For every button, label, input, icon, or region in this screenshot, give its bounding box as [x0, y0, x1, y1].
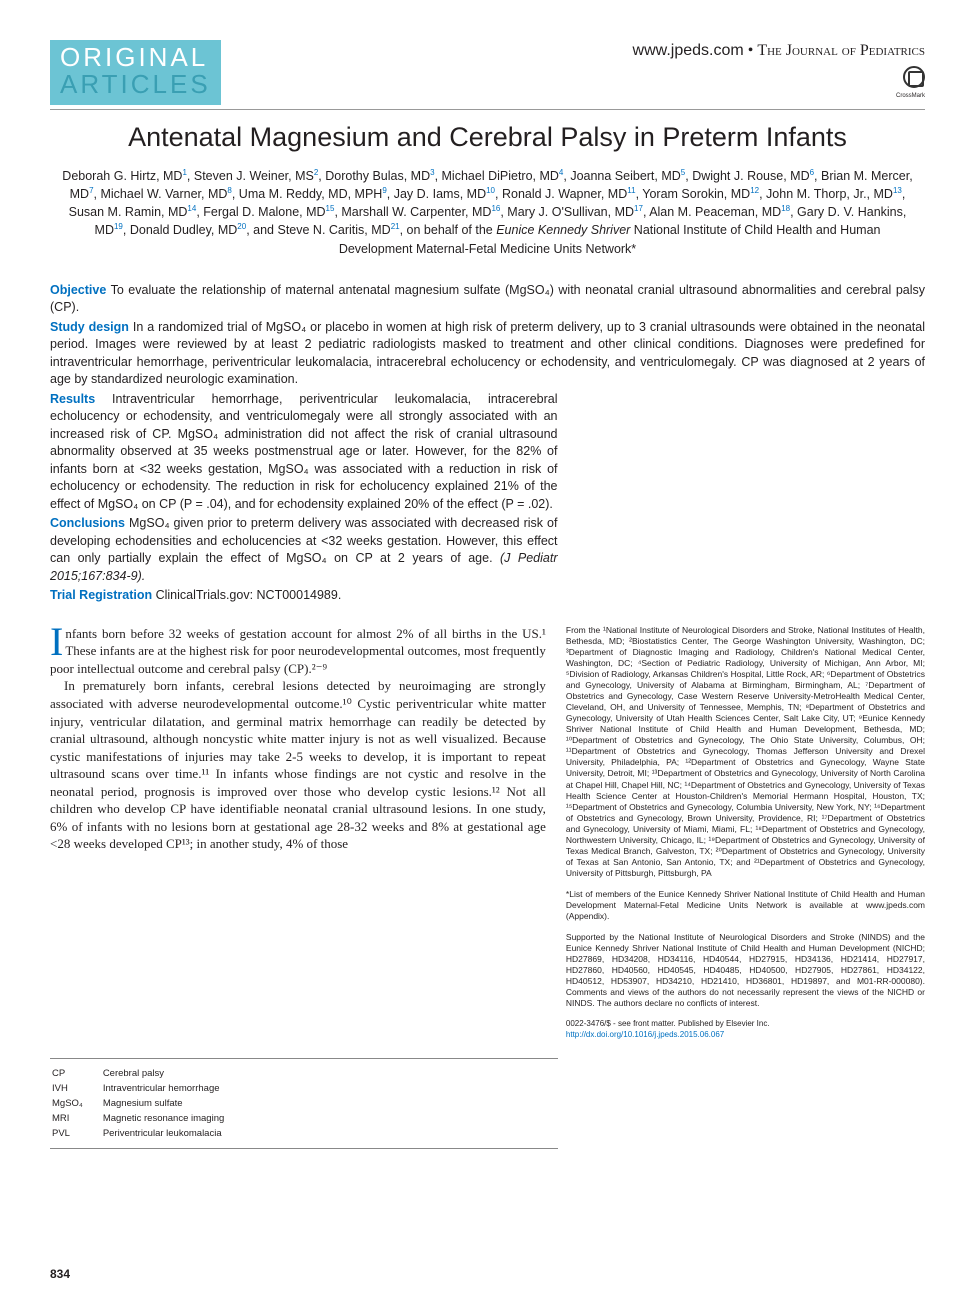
abbrev-row: IVHIntraventricular hemorrhage	[52, 1082, 242, 1095]
conclusions-label: Conclusions	[50, 516, 125, 530]
doi-link[interactable]: http://dx.doi.org/10.1016/j.jpeds.2015.0…	[566, 1030, 724, 1039]
abbrev-val: Intraventricular hemorrhage	[103, 1082, 242, 1095]
affiliations: From the ¹National Institute of Neurolog…	[566, 625, 925, 879]
journal-url[interactable]: www.jpeds.com	[633, 42, 744, 59]
section-bottom: ARTICLES	[60, 71, 211, 104]
page-number: 834	[50, 1267, 70, 1281]
abbrev-key: CP	[52, 1067, 101, 1080]
design-text: In a randomized trial of MgSO₄ or placeb…	[50, 320, 925, 387]
abbrev-row: CPCerebral palsy	[52, 1067, 242, 1080]
para-1: nfants born before 32 weeks of gestation…	[50, 626, 546, 676]
abbreviation-table: CPCerebral palsyIVHIntraventricular hemo…	[50, 1065, 244, 1142]
affiliations-column: From the ¹National Institute of Neurolog…	[566, 625, 925, 1040]
section-top: ORIGINAL	[60, 44, 211, 71]
crossmark-icon	[903, 66, 925, 88]
abbreviation-box: CPCerebral palsyIVHIntraventricular hemo…	[50, 1058, 558, 1149]
abbrev-row: MRIMagnetic resonance imaging	[52, 1112, 242, 1125]
abbrev-val: Periventricular leukomalacia	[103, 1127, 242, 1140]
para-2: In prematurely born infants, cerebral le…	[50, 677, 546, 852]
dropcap: I	[50, 625, 65, 659]
author-list: Deborah G. Hirtz, MD1, Steven J. Weiner,…	[60, 167, 915, 258]
abbrev-val: Cerebral palsy	[103, 1067, 242, 1080]
abstract: Objective To evaluate the relationship o…	[50, 282, 925, 605]
journal-masthead: www.jpeds.com • The Journal of Pediatric…	[633, 40, 925, 60]
abbrev-val: Magnetic resonance imaging	[103, 1112, 242, 1125]
abbrev-row: PVLPeriventricular leukomalacia	[52, 1127, 242, 1140]
conclusions-text: MgSO₄ given prior to preterm delivery wa…	[50, 516, 558, 565]
results-label: Results	[50, 392, 95, 406]
funding-statement: Supported by the National Institute of N…	[566, 932, 925, 1009]
crossmark-badge[interactable]: CrossMark	[633, 66, 925, 99]
abbrev-val: Magnesium sulfate	[103, 1097, 242, 1110]
section-badge: ORIGINAL ARTICLES	[50, 40, 221, 105]
article-title: Antenatal Magnesium and Cerebral Palsy i…	[50, 122, 925, 153]
page-header: ORIGINAL ARTICLES www.jpeds.com • The Jo…	[50, 40, 925, 110]
design-label: Study design	[50, 320, 129, 334]
abbrev-key: MgSO₄	[52, 1097, 101, 1110]
body-text: Infants born before 32 weeks of gestatio…	[50, 625, 546, 1040]
trial-label: Trial Registration	[50, 588, 152, 602]
crossmark-label: CrossMark	[633, 93, 925, 99]
page-footer: 834	[50, 1267, 925, 1281]
copyright: 0022-3476/$ - see front matter. Publishe…	[566, 1019, 925, 1029]
objective-label: Objective	[50, 283, 106, 297]
footnote-members: *List of members of the Eunice Kennedy S…	[566, 889, 925, 922]
objective-text: To evaluate the relationship of maternal…	[50, 283, 925, 315]
abbrev-row: MgSO₄Magnesium sulfate	[52, 1097, 242, 1110]
abbrev-key: IVH	[52, 1082, 101, 1095]
trial-text: ClinicalTrials.gov: NCT00014989.	[152, 588, 341, 602]
journal-name: The Journal of Pediatrics	[757, 42, 925, 59]
abbrev-key: MRI	[52, 1112, 101, 1125]
abbrev-key: PVL	[52, 1127, 101, 1140]
results-text: Intraventricular hemorrhage, periventric…	[50, 392, 558, 511]
